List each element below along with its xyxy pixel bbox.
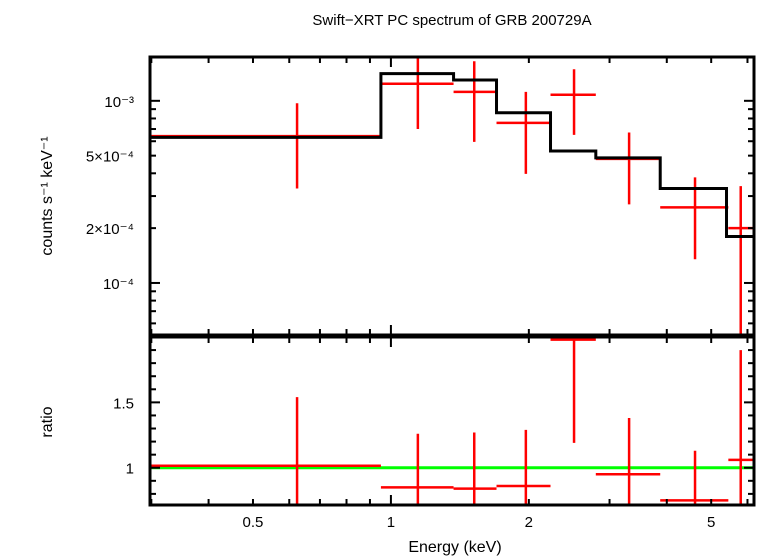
ratio-point [453, 432, 497, 505]
data-point [595, 132, 661, 205]
data-point [453, 61, 497, 142]
data-point [550, 69, 596, 135]
model-step-line [150, 72, 754, 238]
chart-title: Swift−XRT PC spectrum of GRB 200729A [312, 12, 591, 29]
x-tick-label: 2 [525, 514, 533, 531]
y-tick-label: 10⁻³ [104, 94, 134, 111]
lower-y-axis-label: ratio [39, 406, 56, 437]
ratio-point [380, 433, 454, 505]
upper-frame [148, 55, 756, 337]
x-axis-label: Energy (keV) [408, 539, 501, 556]
axes-frames: 10⁻³ 5×10⁻⁴ 2×10⁻⁴ 10⁻⁴ 1.5 1 0.5 1 2 5 [86, 55, 756, 531]
y-tick-label: 1 [126, 461, 134, 478]
y-tick-label: 1.5 [113, 395, 134, 412]
data-point [496, 91, 551, 174]
data-point [380, 57, 454, 130]
y-tick-label: 5×10⁻⁴ [86, 149, 134, 166]
ratio-point [660, 450, 729, 505]
data-point [660, 177, 729, 260]
x-tick-label: 1 [387, 514, 395, 531]
ratio-point [150, 397, 381, 505]
y-tick-label: 2×10⁻⁴ [86, 221, 134, 238]
upper-y-axis-label: counts s⁻¹ keV⁻¹ [39, 136, 56, 255]
y-tick-label: 10⁻⁴ [103, 276, 134, 293]
lower-panel [150, 337, 754, 505]
ratio-point [496, 429, 551, 505]
x-tick-label: 0.5 [243, 514, 264, 531]
lower-frame [148, 335, 756, 507]
x-tick-label: 5 [707, 514, 715, 531]
ratio-point [728, 350, 754, 505]
ratio-point [595, 418, 661, 505]
upper-panel [150, 57, 754, 335]
data-point [728, 186, 754, 335]
data-point [150, 103, 381, 189]
ratio-point [550, 337, 596, 443]
